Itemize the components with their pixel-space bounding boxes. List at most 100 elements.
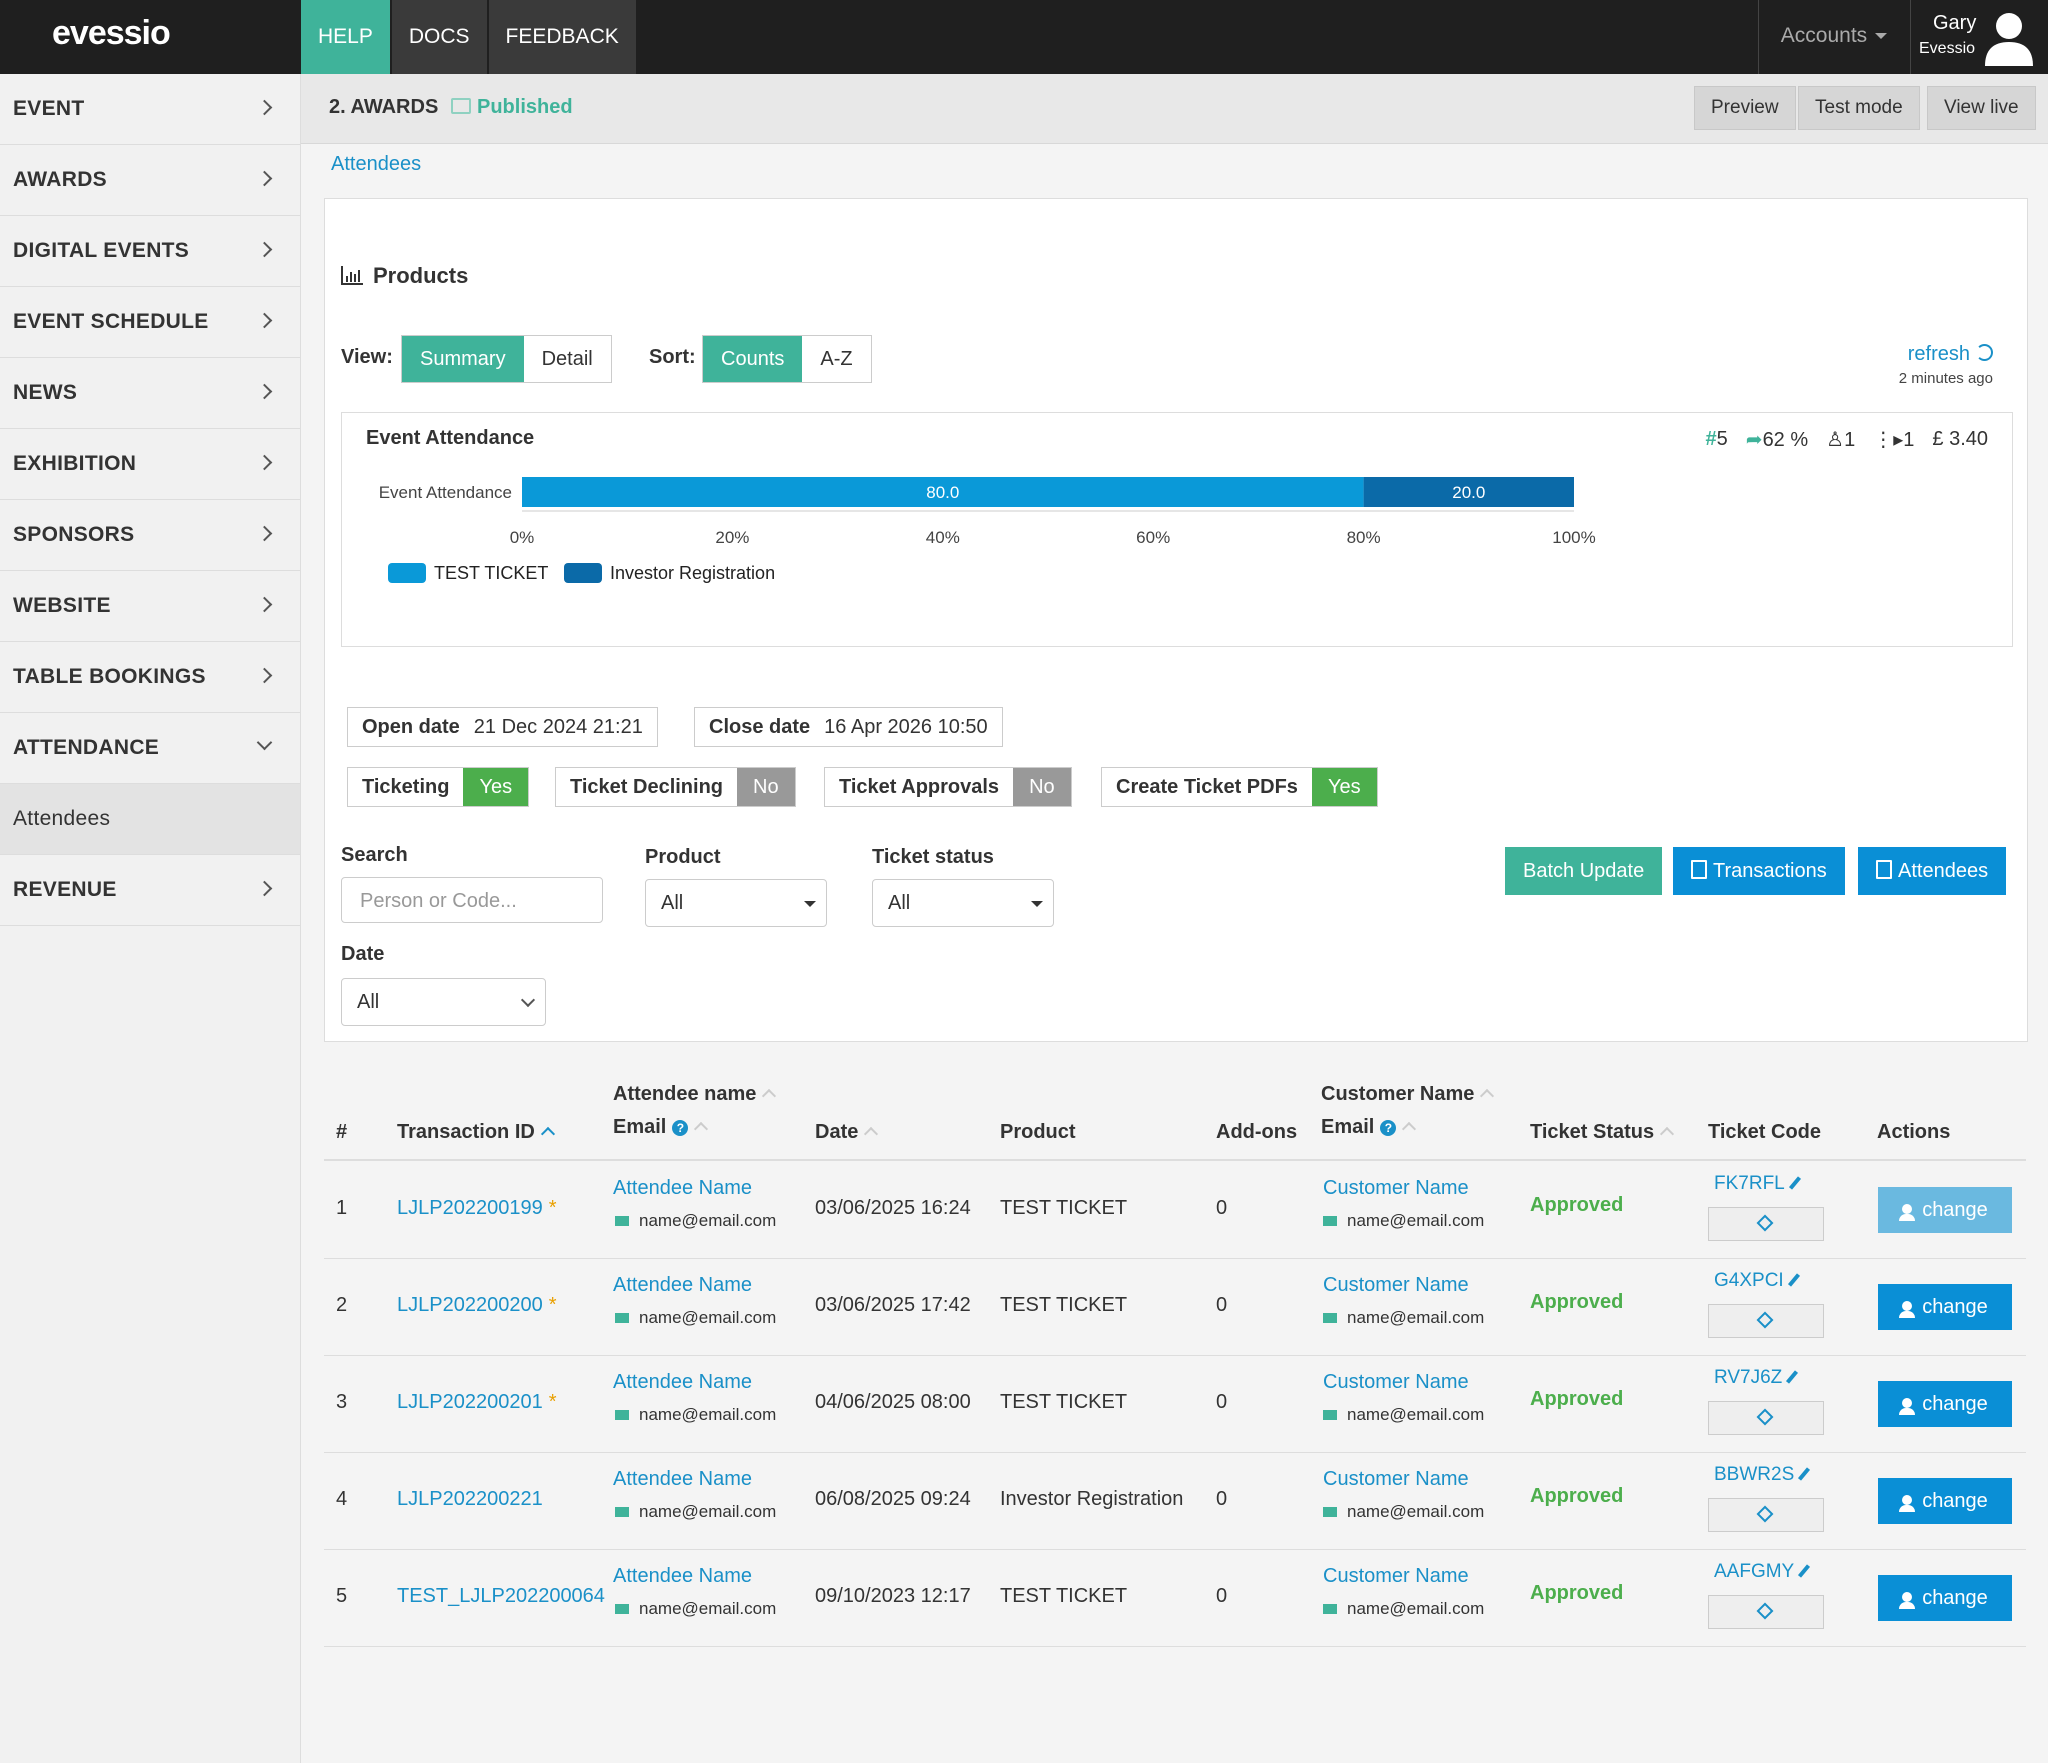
transaction-id-link[interactable]: LJLP202200199 * [397,1197,557,1220]
ticket-declining-value: No [737,768,795,806]
attendees-export-button[interactable]: Attendees [1858,847,2007,895]
transactions-export-button[interactable]: Transactions [1673,847,1845,895]
ticket-tag-button[interactable] [1708,1401,1824,1435]
customer-name-link[interactable]: Customer Name [1323,1177,1469,1199]
sort-icon [1480,1088,1495,1104]
attendee-email[interactable]: name@email.com [615,1405,776,1425]
ticket-code-link[interactable]: BBWR2S [1714,1464,1811,1486]
change-button[interactable]: change [1878,1187,2012,1233]
customer-email[interactable]: name@email.com [1323,1599,1484,1619]
accounts-menu[interactable]: Accounts [1758,0,1909,74]
col-header-email[interactable]: Email? [613,1116,709,1139]
sidebar-item-table-bookings[interactable]: TABLE BOOKINGS [0,642,300,713]
customer-email[interactable]: name@email.com [1323,1502,1484,1522]
stat-people: ♙1 [1826,427,1855,452]
sidebar-item-exhibition[interactable]: EXHIBITION [0,429,300,500]
sidebar-item-website[interactable]: WEBSITE [0,571,300,642]
customer-email[interactable]: name@email.com [1323,1211,1484,1231]
customer-name-link[interactable]: Customer Name [1323,1371,1469,1393]
nav-docs[interactable]: DOCS [391,0,487,74]
open-date-value: 21 Dec 2024 21:21 [473,716,643,738]
attendee-email[interactable]: name@email.com [615,1308,776,1328]
transaction-id-link[interactable]: LJLP202200221 [397,1488,549,1511]
attendee-name-link[interactable]: Attendee Name [613,1565,752,1587]
ticket-tag-button[interactable] [1708,1595,1824,1629]
sidebar-item-revenue[interactable]: REVENUE [0,855,300,926]
sidebar-item-news[interactable]: NEWS [0,358,300,429]
ticket-code-link[interactable]: FK7RFL [1714,1173,1801,1195]
view-summary-button[interactable]: Summary [402,336,524,382]
ticket-tag-button[interactable] [1708,1304,1824,1338]
change-button[interactable]: change [1878,1478,2012,1524]
sidebar-item-awards[interactable]: AWARDS [0,145,300,216]
sidebar: EVENT AWARDS DIGITAL EVENTS EVENT SCHEDU… [0,74,301,1763]
transaction-id-link[interactable]: LJLP202200201 * [397,1391,557,1414]
customer-email[interactable]: name@email.com [1323,1308,1484,1328]
col-header-customer-name[interactable]: Customer Name [1321,1083,1495,1106]
user-menu[interactable]: Gary Evessio [1910,0,2048,74]
transaction-id-link[interactable]: TEST_LJLP202200064 [397,1585,611,1608]
search-input[interactable]: Person or Code... [341,877,603,923]
date-select[interactable]: All [341,978,546,1026]
test-mode-button[interactable]: Test mode [1798,86,1920,130]
transactions-label: Transactions [1713,860,1827,882]
col-header-transaction-id[interactable]: Transaction ID [397,1121,555,1144]
attendee-name-link[interactable]: Attendee Name [613,1468,752,1490]
bar-segment-0 [522,477,1364,507]
nav-feedback[interactable]: FEEDBACK [488,0,636,74]
attendee-name-link[interactable]: Attendee Name [613,1177,752,1199]
help-icon: ? [672,1120,689,1136]
ticket-status-select[interactable]: All [872,879,1054,927]
sidebar-item-event[interactable]: EVENT [0,74,300,145]
change-button[interactable]: change [1878,1575,2012,1621]
ticket-tag-button[interactable] [1708,1498,1824,1532]
sidebar-item-sponsors[interactable]: SPONSORS [0,500,300,571]
ticket-tag-button[interactable] [1708,1207,1824,1241]
sidebar-item-digital-events[interactable]: DIGITAL EVENTS [0,216,300,287]
product-select[interactable]: All [645,879,827,927]
col-header-ticket-status[interactable]: Ticket Status [1530,1121,1675,1144]
sidebar-subitem-attendees[interactable]: Attendees [0,784,300,855]
col-header-date[interactable]: Date [815,1121,879,1144]
ticket-code-link[interactable]: RV7J6Z [1714,1367,1799,1389]
refresh-link[interactable]: refresh [1899,343,1993,366]
legend-swatch [564,563,602,583]
customer-email[interactable]: name@email.com [1323,1405,1484,1425]
breadcrumb-attendees[interactable]: Attendees [331,153,422,175]
status-badge: Approved [1530,1582,1624,1604]
evessio-logo[interactable]: evessio [52,14,171,52]
customer-name-link[interactable]: Customer Name [1323,1565,1469,1587]
search-label: Search [341,844,408,866]
attendee-name-link[interactable]: Attendee Name [613,1371,752,1393]
open-date-label: Open date [362,716,460,738]
sidebar-item-attendance[interactable]: ATTENDANCE [0,713,300,784]
view-live-button[interactable]: View live [1927,86,2036,130]
col-header-customer-email[interactable]: Email? [1321,1116,1417,1139]
help-icon: ? [1380,1120,1397,1136]
change-button[interactable]: change [1878,1381,2012,1427]
tick-label: 0% [510,528,535,547]
share-arrow-icon: ➦ [1745,429,1763,451]
sidebar-item-event-schedule[interactable]: EVENT SCHEDULE [0,287,300,358]
ticket-code-link[interactable]: AAFGMY [1714,1561,1811,1583]
stat-count-value: 5 [1716,428,1728,450]
sort-counts-button[interactable]: Counts [703,336,803,382]
customer-name-link[interactable]: Customer Name [1323,1274,1469,1296]
preview-button[interactable]: Preview [1694,86,1796,130]
customer-email-text: name@email.com [1347,1405,1485,1424]
ticket-code-link[interactable]: G4XPCI [1714,1270,1800,1292]
batch-update-button[interactable]: Batch Update [1505,847,1663,895]
attendee-email[interactable]: name@email.com [615,1502,776,1522]
nav-help[interactable]: HELP [301,0,390,74]
col-header-attendee-name[interactable]: Attendee name [613,1083,777,1106]
attendee-name-link[interactable]: Attendee Name [613,1274,752,1296]
change-button[interactable]: change [1878,1284,2012,1330]
sort-az-button[interactable]: A-Z [802,336,871,382]
view-detail-button[interactable]: Detail [523,336,611,382]
transaction-id-link[interactable]: LJLP202200200 * [397,1294,557,1317]
customer-name-link[interactable]: Customer Name [1323,1468,1469,1490]
sidebar-item-label: EVENT [13,97,85,120]
attendee-email[interactable]: name@email.com [615,1599,776,1619]
attendee-email[interactable]: name@email.com [615,1211,776,1231]
file-icon [1876,860,1892,879]
